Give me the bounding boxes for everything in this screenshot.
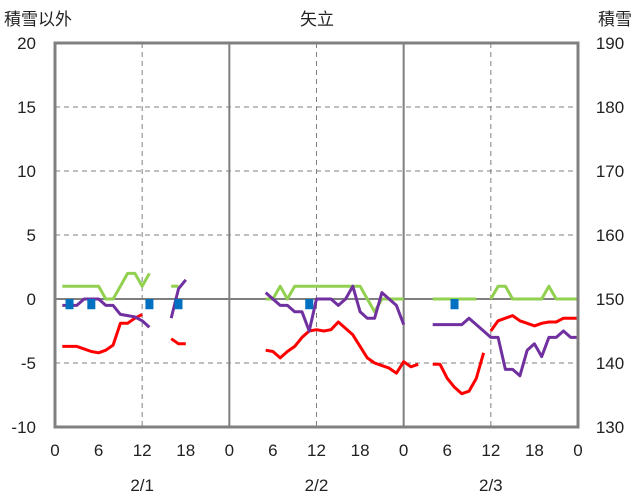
grid-lines xyxy=(55,43,578,427)
bar-mark xyxy=(65,299,74,310)
bar-mark xyxy=(305,299,314,310)
y-tick-right: 170 xyxy=(596,162,624,181)
x-tick: 12 xyxy=(133,441,152,460)
x-tick: 12 xyxy=(307,441,326,460)
series-line-0 xyxy=(489,284,578,301)
series-line-1 xyxy=(62,313,143,355)
y-tick-right: 160 xyxy=(596,226,624,245)
x-tick: 18 xyxy=(525,441,544,460)
x-tick: 6 xyxy=(268,441,277,460)
plot-frame xyxy=(53,41,580,429)
y-tick-left: 20 xyxy=(17,34,36,53)
x-tick: 6 xyxy=(443,441,452,460)
series-line-2 xyxy=(264,284,406,333)
series-line-1 xyxy=(489,314,578,332)
x-tick: 0 xyxy=(573,441,582,460)
y-tick-left: -10 xyxy=(11,418,36,437)
right-axis-label: 積雪 xyxy=(598,10,632,30)
y-tick-right: 190 xyxy=(596,34,624,53)
x-tick: 18 xyxy=(176,441,195,460)
series-line-0 xyxy=(62,271,151,301)
y-tick-left: 10 xyxy=(17,162,36,181)
series-line-1 xyxy=(265,320,419,375)
day-label: 2/1 xyxy=(130,476,154,495)
x-tick: 12 xyxy=(481,441,500,460)
x-tick: 6 xyxy=(94,441,103,460)
bar-mark xyxy=(450,299,459,310)
bar-mark xyxy=(174,299,183,310)
chart-title: 矢立 xyxy=(300,10,334,30)
series-line-2 xyxy=(62,297,151,329)
day-label: 2/3 xyxy=(479,476,503,495)
series-layer xyxy=(62,271,578,396)
y-tick-left: 0 xyxy=(27,290,36,309)
day-label: 2/2 xyxy=(305,476,329,495)
y-tick-right: 180 xyxy=(596,98,624,117)
y-tick-left: 5 xyxy=(27,226,36,245)
y-tick-right: 130 xyxy=(596,418,624,437)
series-line-1 xyxy=(432,352,486,396)
x-tick: 18 xyxy=(351,441,370,460)
x-tick: 0 xyxy=(225,441,234,460)
series-line-3 xyxy=(432,316,578,378)
bar-mark xyxy=(87,299,96,310)
x-tick: 0 xyxy=(399,441,408,460)
y-tick-left: -5 xyxy=(21,354,36,373)
y-tick-left: 15 xyxy=(17,98,36,117)
series-line-2 xyxy=(169,278,187,319)
x-tick: 0 xyxy=(50,441,59,460)
series-line-1 xyxy=(170,337,186,346)
y-tick-right: 150 xyxy=(596,290,624,309)
y-tick-right: 140 xyxy=(596,354,624,373)
left-axis-label: 積雪以外 xyxy=(4,10,72,30)
bar-mark xyxy=(145,299,154,310)
